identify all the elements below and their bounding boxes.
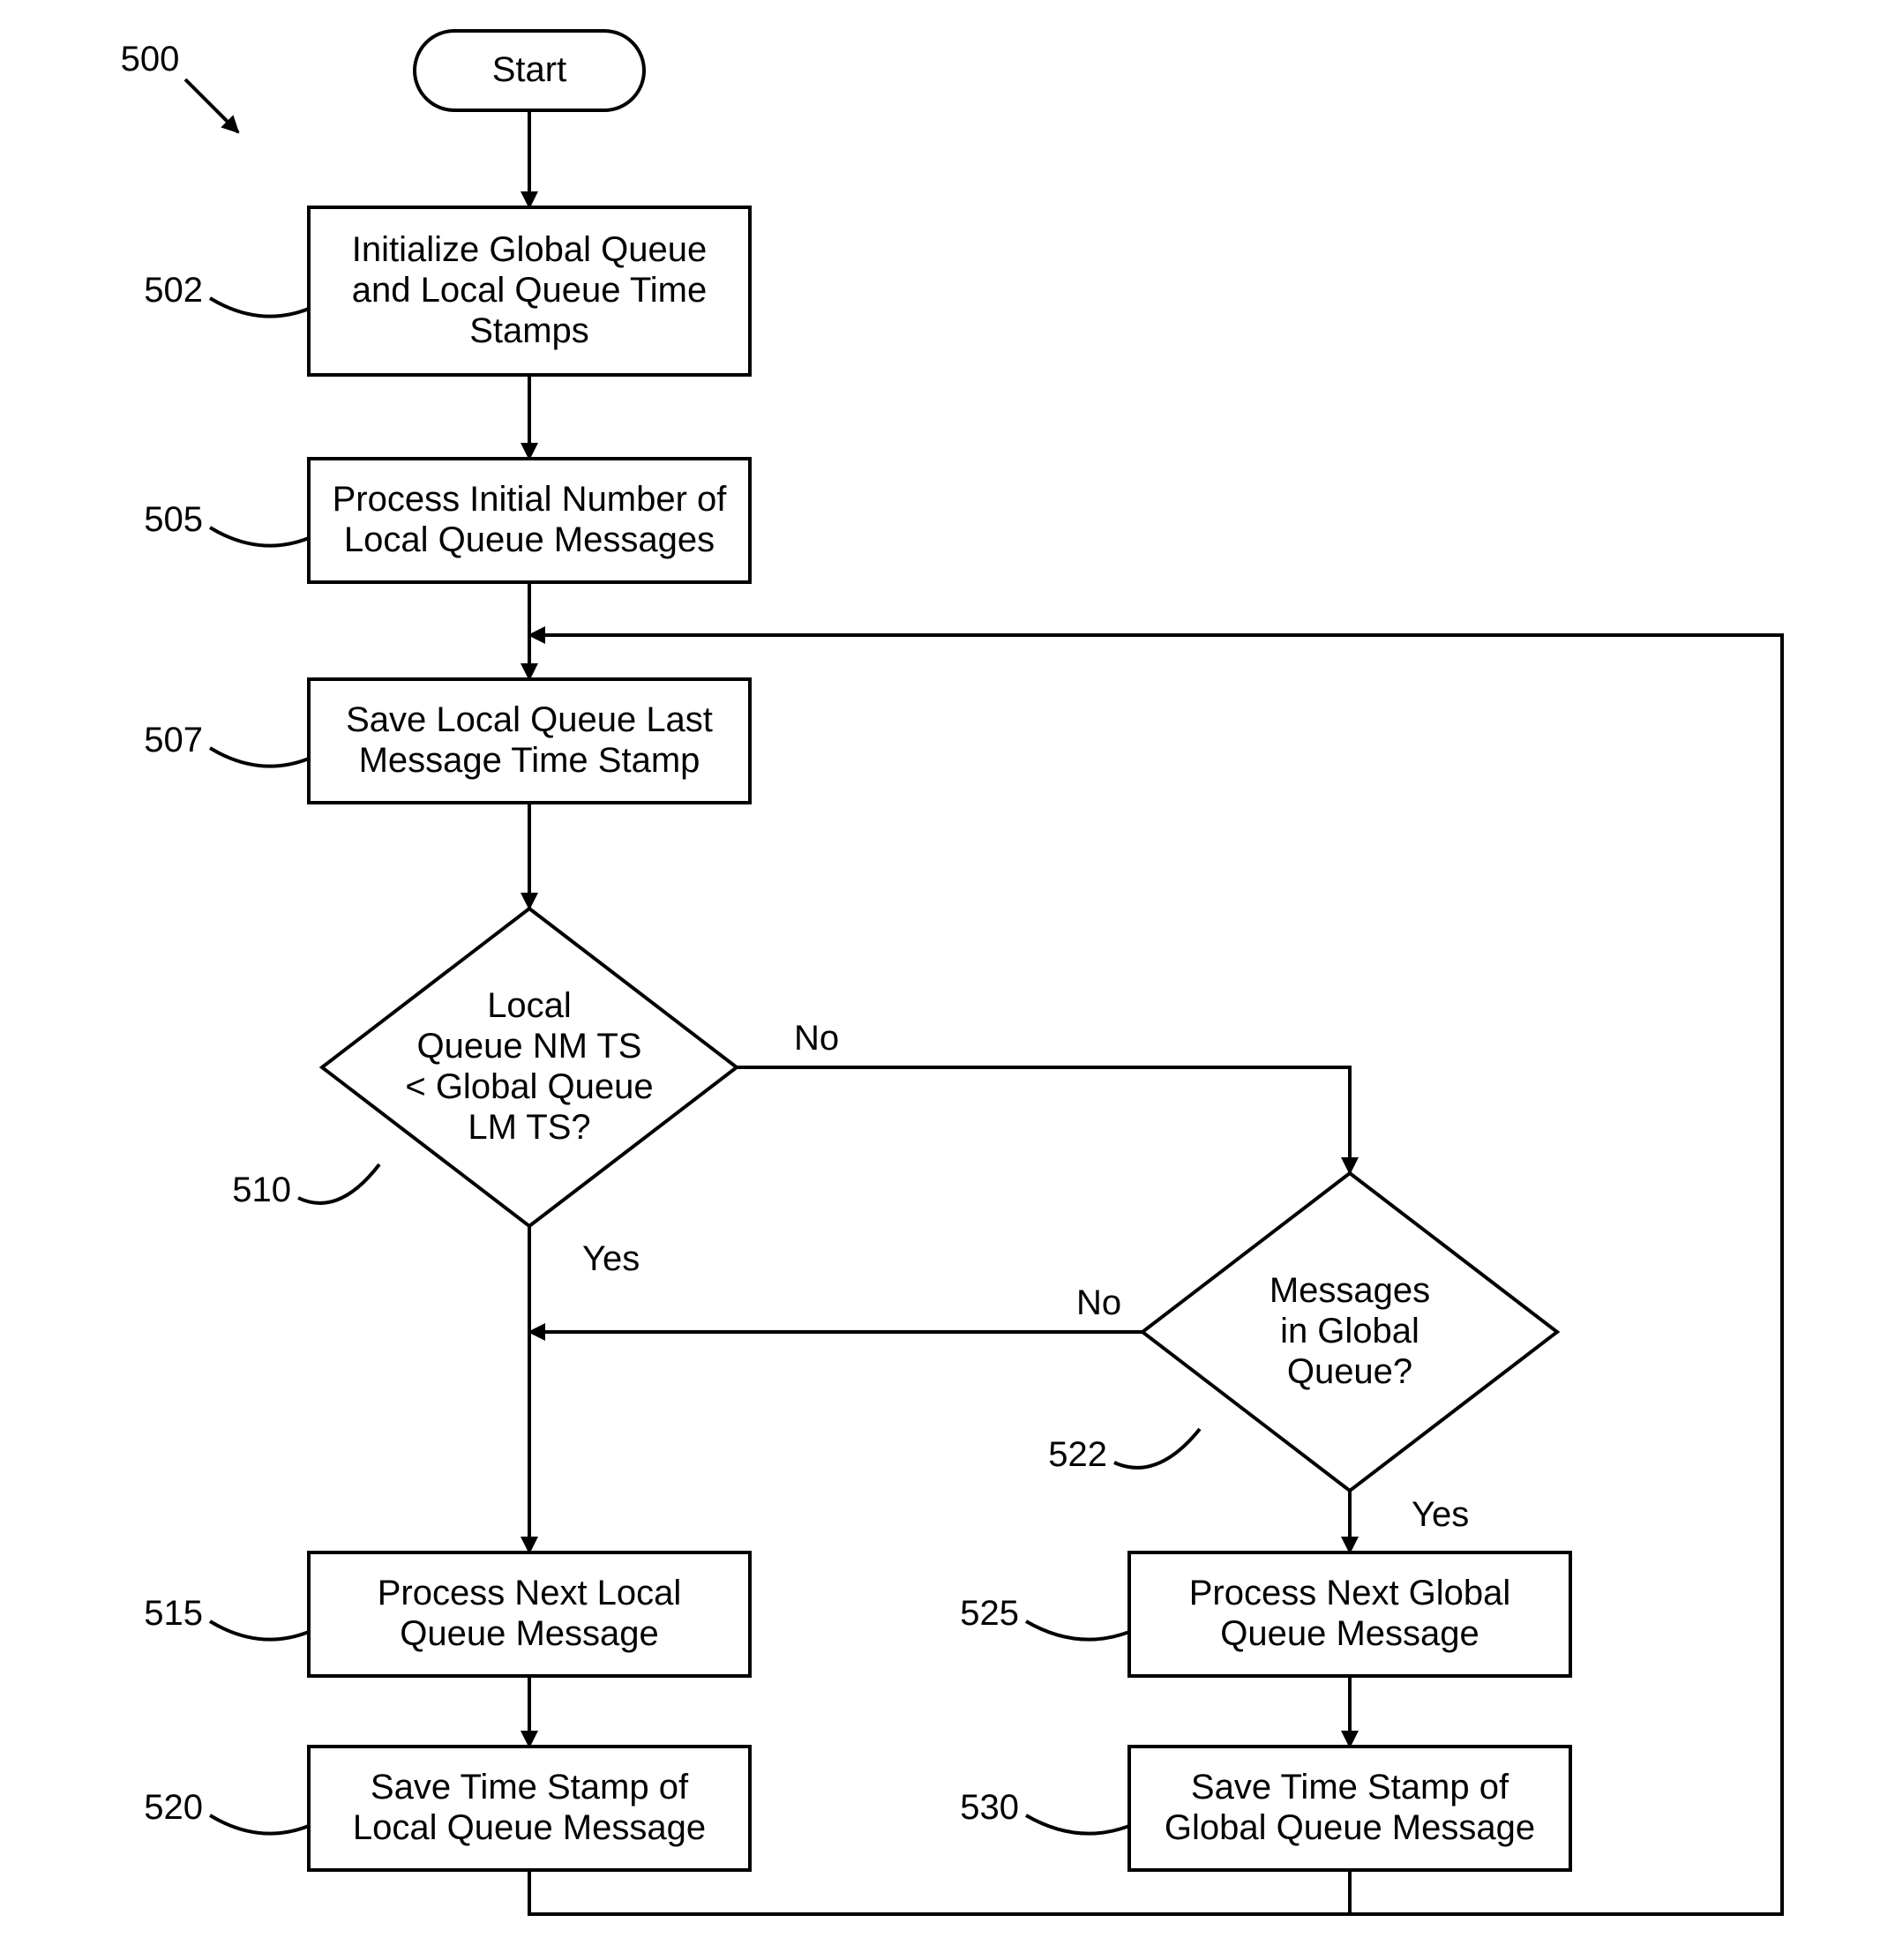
node-n502: Initialize Global Queueand Local Queue T…: [309, 207, 750, 375]
callout-505-hook: [210, 527, 309, 546]
callout-522: 522: [1048, 1435, 1107, 1474]
callout-525: 525: [960, 1594, 1019, 1633]
node-n530-line0: Save Time Stamp of: [1191, 1768, 1509, 1807]
figure-number-pointer: [185, 79, 238, 132]
node-n507-line1: Message Time Stamp: [359, 741, 700, 780]
node-n525: Process Next GlobalQueue Message: [1129, 1552, 1570, 1676]
callout-522-hook: [1114, 1429, 1200, 1468]
callout-530: 530: [960, 1788, 1019, 1827]
node-n522-line1: in Global: [1280, 1312, 1419, 1350]
edge-loop-n507: [529, 635, 1782, 1914]
callout-502: 502: [144, 271, 203, 310]
callout-515: 515: [144, 1594, 203, 1633]
node-n502-line0: Initialize Global Queue: [352, 230, 707, 269]
node-n505: Process Initial Number ofLocal Queue Mes…: [309, 459, 750, 582]
node-start: Start: [415, 31, 644, 110]
callout-520: 520: [144, 1788, 203, 1827]
node-n502-line2: Stamps: [469, 311, 589, 350]
callout-507: 507: [144, 721, 203, 759]
node-n507: Save Local Queue LastMessage Time Stamp: [309, 679, 750, 803]
callout-525-hook: [1026, 1621, 1129, 1640]
figure-number: 500: [121, 40, 180, 79]
node-n507-line0: Save Local Queue Last: [346, 700, 713, 739]
callout-530-hook: [1026, 1815, 1129, 1834]
node-n520: Save Time Stamp ofLocal Queue Message: [309, 1747, 750, 1870]
edge-label-n522-n525: Yes: [1412, 1495, 1469, 1534]
edge-label-n510-n515: Yes: [582, 1239, 640, 1278]
node-n505-line1: Local Queue Messages: [344, 520, 715, 559]
node-n520-line0: Save Time Stamp of: [371, 1768, 689, 1807]
node-n522-line0: Messages: [1270, 1271, 1430, 1310]
callout-510-hook: [298, 1164, 379, 1203]
node-n510-line1: Queue NM TS: [417, 1027, 642, 1066]
node-n530-line1: Global Queue Message: [1165, 1808, 1535, 1847]
node-n522: Messagesin GlobalQueue?: [1142, 1173, 1557, 1491]
node-n510: LocalQueue NM TS< Global QueueLM TS?: [322, 909, 737, 1226]
node-n510-line3: LM TS?: [468, 1108, 590, 1147]
node-n505-line0: Process Initial Number of: [333, 480, 728, 519]
node-n510-line0: Local: [487, 986, 572, 1025]
callout-510: 510: [232, 1171, 291, 1209]
edge-n510-n522: [737, 1067, 1350, 1173]
node-n510-line2: < Global Queue: [405, 1067, 653, 1106]
edge-label-n510-n522: No: [794, 1019, 839, 1058]
node-n525-line1: Queue Message: [1220, 1614, 1479, 1653]
edge-label-n522-n515_join: No: [1076, 1283, 1121, 1322]
node-n522-line2: Queue?: [1287, 1352, 1412, 1391]
callout-520-hook: [210, 1815, 309, 1834]
flowchart-canvas: Yes No No Yes Start Initialize Global Queuean…: [0, 0, 1895, 1960]
node-n530: Save Time Stamp ofGlobal Queue Message: [1129, 1747, 1570, 1870]
callout-507-hook: [210, 748, 309, 767]
node-n502-line1: and Local Queue Time: [352, 271, 707, 310]
node-n525-line0: Process Next Global: [1189, 1574, 1511, 1612]
callout-515-hook: [210, 1621, 309, 1640]
node-n515-line0: Process Next Local: [378, 1574, 682, 1612]
node-n515-line1: Queue Message: [400, 1614, 659, 1653]
node-start-line0: Start: [492, 50, 566, 89]
node-n520-line1: Local Queue Message: [353, 1808, 706, 1847]
callout-505: 505: [144, 500, 203, 539]
callout-502-hook: [210, 298, 309, 317]
node-n515: Process Next LocalQueue Message: [309, 1552, 750, 1676]
